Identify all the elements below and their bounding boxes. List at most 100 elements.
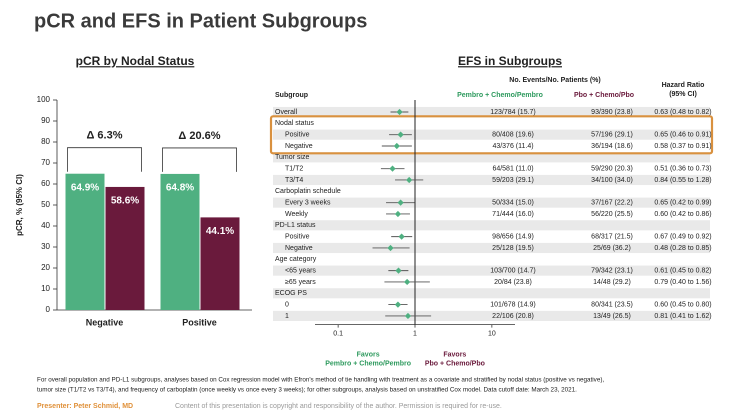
row-band <box>273 265 710 276</box>
subgroup-label: T1/T2 <box>285 165 303 172</box>
arm1-events: 64/581 (11.0) <box>492 165 533 172</box>
row-band <box>273 174 710 186</box>
row-band <box>273 276 710 288</box>
row-band <box>273 140 710 152</box>
y-tick-label: 90 <box>41 116 50 125</box>
subgroup-label: Overall <box>275 109 298 116</box>
hazard-ratio: 0.84 (0.55 to 1.28) <box>654 177 711 184</box>
subgroup-label: Negative <box>285 245 313 252</box>
subgroup-label: <65 years <box>285 267 316 274</box>
bar-value-label: 64.8% <box>166 183 194 194</box>
hr-point <box>395 267 402 274</box>
x-tick-label: Positive <box>182 317 217 327</box>
row-band <box>273 310 710 322</box>
subgroup-label: Negative <box>285 143 313 150</box>
arm2-events: 57/196 (29.1) <box>591 132 633 139</box>
y-tick-label: 0 <box>46 305 51 314</box>
arm2-events: 36/194 (18.6) <box>591 143 633 150</box>
subgroup-label: Nodal status <box>275 120 314 127</box>
hazard-ratio: 0.48 (0.28 to 0.85) <box>654 245 711 252</box>
subgroup-label: Positive <box>285 233 310 240</box>
row-band <box>273 242 710 254</box>
hazard-ratio: 0.67 (0.49 to 0.92) <box>654 233 711 240</box>
bar-value-label: 44.1% <box>206 226 234 237</box>
favors-right: Favors <box>443 351 466 358</box>
arm1-events: 59/203 (29.1) <box>492 177 534 184</box>
row-band <box>273 231 710 242</box>
column-header: No. Events/No. Patients (%) <box>509 77 600 84</box>
y-tick-label: 50 <box>41 200 50 209</box>
row-band <box>273 197 710 208</box>
row-band <box>273 208 710 220</box>
arm2-events: 68/317 (21.5) <box>591 233 633 240</box>
y-tick-label: 30 <box>41 242 50 251</box>
row-band <box>273 288 710 299</box>
hazard-ratio: 0.81 (0.41 to 1.62) <box>654 313 711 320</box>
footnote: tumor size (T1/T2 vs T3/T4), and frequen… <box>37 387 577 394</box>
subgroup-label: Tumor size <box>275 154 309 161</box>
arm1-events: 43/376 (11.4) <box>492 143 533 150</box>
favors-right: Pbo + Chemo/Pbo <box>425 360 485 367</box>
favors-left: Pembro + Chemo/Pembro <box>325 360 411 367</box>
column-header: (95% CI) <box>669 91 697 98</box>
arm1-events: 22/106 (20.8) <box>492 313 534 320</box>
arm2-header: Pbo + Chemo/Pbo <box>574 92 634 99</box>
highlight-box <box>269 115 714 155</box>
arm2-events: 25/69 (36.2) <box>593 245 631 252</box>
hazard-ratio: 0.60 (0.42 to 0.86) <box>654 211 711 218</box>
x-tick-label: 0.1 <box>333 330 343 337</box>
bar-chart-title: pCR by Nodal Status <box>76 54 195 68</box>
bar <box>65 173 105 310</box>
row-band <box>273 106 710 118</box>
arm2-events: 93/390 (23.8) <box>591 109 633 116</box>
subgroup-label: 1 <box>285 313 289 320</box>
arm1-events: 98/656 (14.9) <box>492 233 534 240</box>
column-header: Subgroup <box>275 92 308 99</box>
arm1-events: 20/84 (23.8) <box>494 279 532 286</box>
arm1-events: 80/408 (19.6) <box>492 132 534 139</box>
hazard-ratio: 0.65 (0.42 to 0.99) <box>654 199 711 206</box>
row-band <box>273 129 710 140</box>
hazard-ratio: 0.58 (0.37 to 0.91) <box>654 143 711 150</box>
y-tick-label: 40 <box>41 221 50 230</box>
arm1-events: 71/444 (16.0) <box>492 211 534 218</box>
forest-title: EFS in Subgroups <box>458 54 562 68</box>
arm2-events: 13/49 (26.5) <box>593 313 631 320</box>
arm2-events: 56/220 (25.5) <box>591 211 633 218</box>
hr-point <box>404 278 411 286</box>
hazard-ratio: 0.63 (0.48 to 0.82) <box>654 109 711 116</box>
bar-value-label: 58.6% <box>111 196 139 207</box>
subgroup-label: ≥65 years <box>285 279 316 286</box>
arm1-events: 50/334 (15.0) <box>492 199 534 206</box>
arm1-header: Pembro + Chemo/Pembro <box>457 92 543 99</box>
favors-left: Favors <box>357 351 380 358</box>
hazard-ratio: 0.51 (0.36 to 0.73) <box>654 165 711 172</box>
delta-annotation: Δ 20.6% <box>178 130 220 142</box>
row-band <box>273 254 710 265</box>
arm1-events: 123/784 (15.7) <box>490 109 536 116</box>
hr-point <box>394 301 402 308</box>
arm2-events: 14/48 (29.2) <box>593 279 631 286</box>
subgroup-label: ECOG PS <box>275 290 307 297</box>
arm2-events: 37/167 (22.2) <box>591 199 633 206</box>
subgroup-label: PD-L1 status <box>275 222 316 229</box>
row-band <box>273 152 710 163</box>
arm2-events: 59/290 (20.3) <box>591 165 633 172</box>
subgroup-label: Weekly <box>285 211 308 218</box>
y-tick-label: 10 <box>41 284 50 293</box>
arm1-events: 25/128 (19.5) <box>492 245 534 252</box>
hazard-ratio: 0.60 (0.45 to 0.80) <box>654 301 711 308</box>
delta-bracket <box>67 147 142 172</box>
hazard-ratio: 0.61 (0.45 to 0.82) <box>654 267 711 274</box>
subgroup-label: Age category <box>275 256 317 263</box>
y-axis-label: pCR, % (95% CI) <box>15 174 24 236</box>
arm2-events: 80/341 (23.5) <box>591 301 633 308</box>
arm1-events: 103/700 (14.7) <box>490 267 536 274</box>
hr-point <box>393 142 400 150</box>
bar <box>200 217 240 310</box>
subgroup-label: 0 <box>285 301 289 308</box>
hr-point <box>404 312 412 320</box>
row-band <box>273 118 710 129</box>
x-tick-label: 1 <box>413 330 417 337</box>
